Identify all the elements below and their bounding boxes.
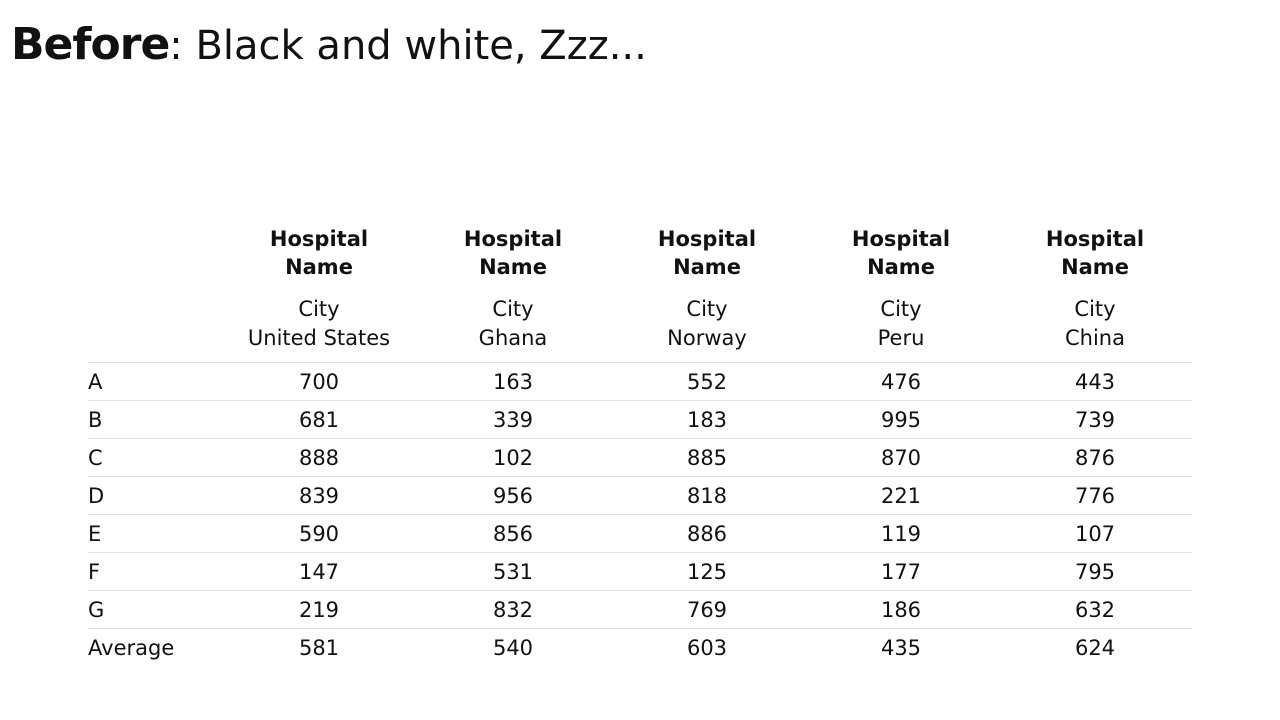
header-row-hospital-names: Hospital Name Hospital Name Hospital Name H… bbox=[88, 222, 1192, 287]
table-row: G 219 832 769 186 632 bbox=[88, 590, 1192, 629]
table-cell: 219 bbox=[222, 590, 416, 629]
table-row: E 590 856 886 119 107 bbox=[88, 514, 1192, 553]
table-cell: 700 bbox=[222, 362, 416, 401]
table-row: F 147 531 125 177 795 bbox=[88, 552, 1192, 591]
table-cell: 177 bbox=[804, 552, 998, 591]
table-cell: 183 bbox=[610, 400, 804, 439]
table-cell: 776 bbox=[998, 476, 1192, 515]
table-cell: 107 bbox=[998, 514, 1192, 553]
column-location-4: City Peru bbox=[804, 287, 998, 363]
table-cell: 739 bbox=[998, 400, 1192, 439]
table-cell: 102 bbox=[416, 438, 610, 477]
table-cell: 832 bbox=[416, 590, 610, 629]
column-header-hospital-3: Hospital Name bbox=[657, 227, 757, 279]
table-cell: 876 bbox=[998, 438, 1192, 477]
table-cell: 163 bbox=[416, 362, 610, 401]
column-header-hospital-2: Hospital Name bbox=[463, 227, 563, 279]
table-cell: 856 bbox=[416, 514, 610, 553]
average-cell: 435 bbox=[880, 635, 922, 660]
header-row-locations: City United States City Ghana City Norway C… bbox=[88, 287, 1192, 363]
slide-title-rest: : Black and white, Zzz... bbox=[169, 23, 647, 69]
table-cell: 590 bbox=[222, 514, 416, 553]
table-cell: 125 bbox=[610, 552, 804, 591]
average-cell: 624 bbox=[1074, 635, 1116, 660]
average-cell: 540 bbox=[492, 635, 534, 660]
slide-title-emphasis: Before bbox=[11, 19, 170, 70]
table-cell: 886 bbox=[610, 514, 804, 553]
slide-title: Before: Black and white, Zzz... bbox=[11, 14, 647, 77]
header-corner-cell bbox=[88, 222, 222, 287]
column-location-2: City Ghana bbox=[416, 287, 610, 363]
row-label: F bbox=[88, 552, 222, 591]
average-row: Average 581 540 603 435 624 bbox=[88, 629, 1192, 667]
table-cell: 885 bbox=[610, 438, 804, 477]
row-label: D bbox=[88, 476, 222, 515]
hospital-data-table: Hospital Name Hospital Name Hospital Name H… bbox=[88, 222, 1192, 666]
column-header-hospital-1: Hospital Name bbox=[269, 227, 369, 279]
table-cell: 795 bbox=[998, 552, 1192, 591]
row-label-average: Average bbox=[88, 635, 175, 660]
table-cell: 339 bbox=[416, 400, 610, 439]
table-cell: 552 bbox=[610, 362, 804, 401]
table-cell: 888 bbox=[222, 438, 416, 477]
table-cell: 681 bbox=[222, 400, 416, 439]
average-cell: 581 bbox=[298, 635, 340, 660]
row-label: B bbox=[88, 400, 222, 439]
row-label: C bbox=[88, 438, 222, 477]
table-cell: 147 bbox=[222, 552, 416, 591]
row-label: A bbox=[88, 362, 222, 401]
column-location-3: City Norway bbox=[610, 287, 804, 363]
table-cell: 995 bbox=[804, 400, 998, 439]
table-cell: 119 bbox=[804, 514, 998, 553]
row-label: G bbox=[88, 590, 222, 629]
table-cell: 632 bbox=[998, 590, 1192, 629]
table-cell: 839 bbox=[222, 476, 416, 515]
table-cell: 443 bbox=[998, 362, 1192, 401]
column-location-1: City United States bbox=[222, 287, 416, 363]
row-label: E bbox=[88, 514, 222, 553]
column-header-hospital-4: Hospital Name bbox=[851, 227, 951, 279]
header-corner-cell-location bbox=[88, 287, 222, 363]
table-row: C 888 102 885 870 876 bbox=[88, 438, 1192, 477]
table-cell: 221 bbox=[804, 476, 998, 515]
table-cell: 956 bbox=[416, 476, 610, 515]
table-cell: 818 bbox=[610, 476, 804, 515]
table-cell: 870 bbox=[804, 438, 998, 477]
column-location-5: City China bbox=[998, 287, 1192, 363]
table-row: B 681 339 183 995 739 bbox=[88, 400, 1192, 439]
table-cell: 476 bbox=[804, 362, 998, 401]
table-row: D 839 956 818 221 776 bbox=[88, 476, 1192, 515]
table-cell: 186 bbox=[804, 590, 998, 629]
table-row: A 700 163 552 476 443 bbox=[88, 362, 1192, 401]
average-cell: 603 bbox=[686, 635, 728, 660]
table-cell: 531 bbox=[416, 552, 610, 591]
column-header-hospital-5: Hospital Name bbox=[1045, 227, 1145, 279]
table-cell: 769 bbox=[610, 590, 804, 629]
